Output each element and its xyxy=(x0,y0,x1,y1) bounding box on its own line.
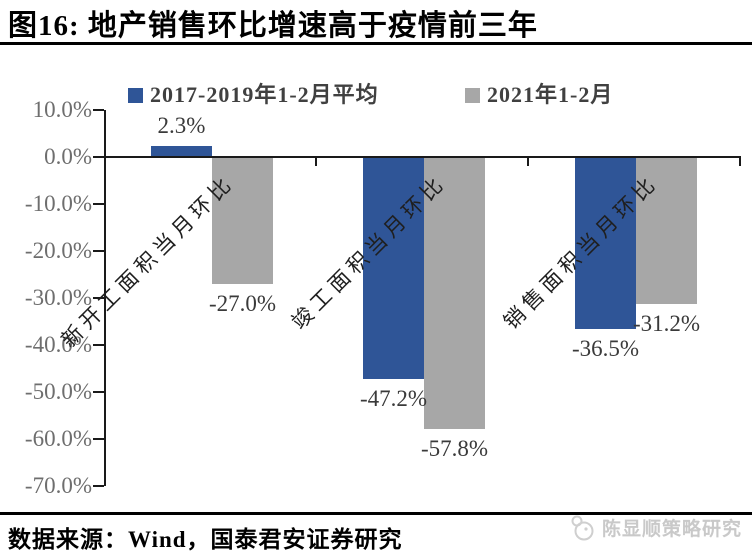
y-axis-tick xyxy=(93,203,104,205)
legend-item: 2021年1-2月 xyxy=(465,84,613,106)
y-axis-line xyxy=(104,110,106,486)
y-axis-tick xyxy=(93,438,104,440)
y-axis-label: 0.0% xyxy=(44,144,92,169)
y-axis-tick xyxy=(93,391,104,393)
y-axis-tick xyxy=(93,297,104,299)
y-axis-label: 10.0% xyxy=(32,97,92,122)
bar-value-label: -31.2% xyxy=(632,311,701,336)
bar-year-2021 xyxy=(212,157,273,284)
bar-avg-2017-2019 xyxy=(575,157,636,329)
y-axis-label: -20.0% xyxy=(24,238,92,263)
y-axis-tick xyxy=(93,156,104,158)
bar-value-label: -36.5% xyxy=(571,336,640,361)
category-axis-tick xyxy=(527,157,529,166)
title-divider xyxy=(0,42,752,45)
legend-label: 2021年1-2月 xyxy=(487,82,614,107)
y-axis-label: -60.0% xyxy=(24,426,92,451)
legend-swatch-icon xyxy=(465,87,480,103)
y-axis-tick xyxy=(93,344,104,346)
bar-avg-2017-2019 xyxy=(151,146,212,157)
bar-avg-2017-2019 xyxy=(363,157,424,379)
bar-value-label: -57.8% xyxy=(420,436,489,461)
bar-year-2021 xyxy=(636,157,697,304)
watermark: 陈显顺策略研究 xyxy=(570,513,742,541)
y-axis-tick xyxy=(93,250,104,252)
footer-divider xyxy=(0,512,752,515)
bar-value-label: -27.0% xyxy=(208,291,277,316)
legend-swatch-icon xyxy=(128,87,143,103)
legend-label: 2017-2019年1-2月平均 xyxy=(150,82,379,107)
bar-value-label: 2.3% xyxy=(157,113,206,138)
category-axis-tick xyxy=(315,157,317,166)
category-axis-tick xyxy=(739,157,741,166)
bar-value-label: -47.2% xyxy=(359,386,428,411)
bar-year-2021 xyxy=(424,157,485,429)
y-axis-label: -70.0% xyxy=(24,473,92,498)
zero-axis-line xyxy=(104,156,741,158)
y-axis-tick xyxy=(93,485,104,487)
watermark-text: 陈显顺策略研究 xyxy=(602,518,743,540)
y-axis-label: -50.0% xyxy=(24,379,92,404)
figure-title: 图16: 地产销售环比增速高于疫情前三年 xyxy=(8,10,538,42)
mascot-logo-icon xyxy=(571,515,594,541)
y-axis-tick xyxy=(93,109,104,111)
y-axis-label: -40.0% xyxy=(24,332,92,357)
y-axis-label: -30.0% xyxy=(24,285,92,310)
data-source-text: 数据来源：Wind，国泰君安证券研究 xyxy=(8,527,403,552)
legend-item: 2017-2019年1-2月平均 xyxy=(128,84,379,106)
y-axis-label: -10.0% xyxy=(24,191,92,216)
